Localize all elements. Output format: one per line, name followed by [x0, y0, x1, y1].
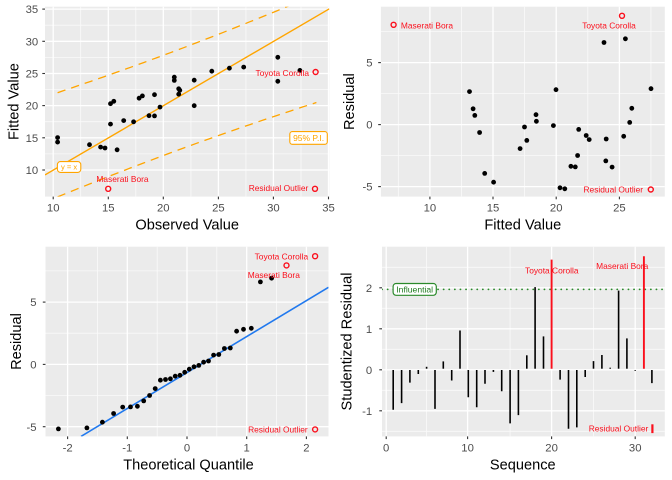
svg-text:0: 0 — [30, 360, 36, 372]
svg-text:15: 15 — [487, 203, 500, 215]
svg-text:Influential: Influential — [396, 284, 433, 294]
svg-text:Toyota Corolla: Toyota Corolla — [525, 266, 579, 276]
svg-text:15: 15 — [102, 203, 115, 215]
svg-text:y = x: y = x — [61, 162, 77, 171]
svg-text:-5: -5 — [363, 182, 373, 194]
svg-text:Maserati Bora: Maserati Bora — [596, 261, 648, 271]
svg-text:Toyota Corolla: Toyota Corolla — [256, 68, 310, 78]
svg-text:-2: -2 — [63, 443, 73, 455]
svg-text:Residual Outlier: Residual Outlier — [248, 425, 308, 435]
svg-text:10: 10 — [47, 203, 60, 215]
svg-text:Maserati Bora: Maserati Bora — [248, 270, 300, 280]
svg-text:1: 1 — [244, 443, 250, 455]
svg-text:Residual: Residual — [342, 73, 358, 130]
svg-text:Fitted Value: Fitted Value — [484, 217, 561, 233]
svg-text:Residual Outlier: Residual Outlier — [589, 423, 649, 433]
svg-text:0: 0 — [383, 443, 389, 455]
svg-text:5: 5 — [366, 58, 372, 70]
svg-text:0: 0 — [366, 365, 372, 377]
svg-text:2: 2 — [366, 283, 372, 295]
svg-text:95% P.I.: 95% P.I. — [293, 133, 324, 143]
svg-text:Sequence: Sequence — [490, 458, 556, 474]
svg-text:Residual Outlier: Residual Outlier — [584, 184, 644, 194]
svg-text:10: 10 — [461, 443, 474, 455]
svg-text:0: 0 — [184, 443, 190, 455]
svg-text:Maserati Bora: Maserati Bora — [96, 174, 148, 184]
svg-text:Fitted Value: Fitted Value — [7, 63, 23, 140]
svg-text:35: 35 — [26, 4, 39, 16]
svg-text:20: 20 — [26, 101, 39, 113]
svg-text:20: 20 — [550, 203, 563, 215]
svg-text:Observed Value: Observed Value — [135, 217, 239, 233]
svg-text:2: 2 — [303, 443, 309, 455]
svg-text:10: 10 — [424, 203, 437, 215]
svg-text:1: 1 — [366, 324, 372, 336]
svg-text:Residual: Residual — [9, 313, 25, 370]
svg-text:30: 30 — [629, 443, 642, 455]
svg-text:Theoretical Quantile: Theoretical Quantile — [123, 458, 254, 474]
svg-text:0: 0 — [366, 120, 372, 132]
svg-text:Toyota Corolla: Toyota Corolla — [255, 251, 309, 261]
svg-text:-5: -5 — [27, 422, 37, 434]
svg-text:25: 25 — [613, 203, 626, 215]
svg-text:Maserati Bora: Maserati Bora — [401, 21, 453, 31]
svg-text:-1: -1 — [362, 406, 372, 418]
svg-text:10: 10 — [26, 165, 39, 177]
svg-text:20: 20 — [545, 443, 558, 455]
svg-text:35: 35 — [322, 203, 335, 215]
svg-text:Studentized Residual: Studentized Residual — [340, 273, 356, 411]
svg-text:30: 30 — [26, 36, 39, 48]
svg-text:20: 20 — [157, 203, 170, 215]
svg-text:5: 5 — [30, 297, 36, 309]
svg-text:30: 30 — [267, 203, 280, 215]
svg-text:Toyota Corolla: Toyota Corolla — [582, 20, 636, 30]
svg-text:25: 25 — [26, 69, 39, 81]
svg-text:15: 15 — [26, 133, 39, 145]
svg-text:25: 25 — [212, 203, 225, 215]
svg-text:-1: -1 — [122, 443, 132, 455]
svg-text:Residual Outlier: Residual Outlier — [249, 183, 309, 193]
